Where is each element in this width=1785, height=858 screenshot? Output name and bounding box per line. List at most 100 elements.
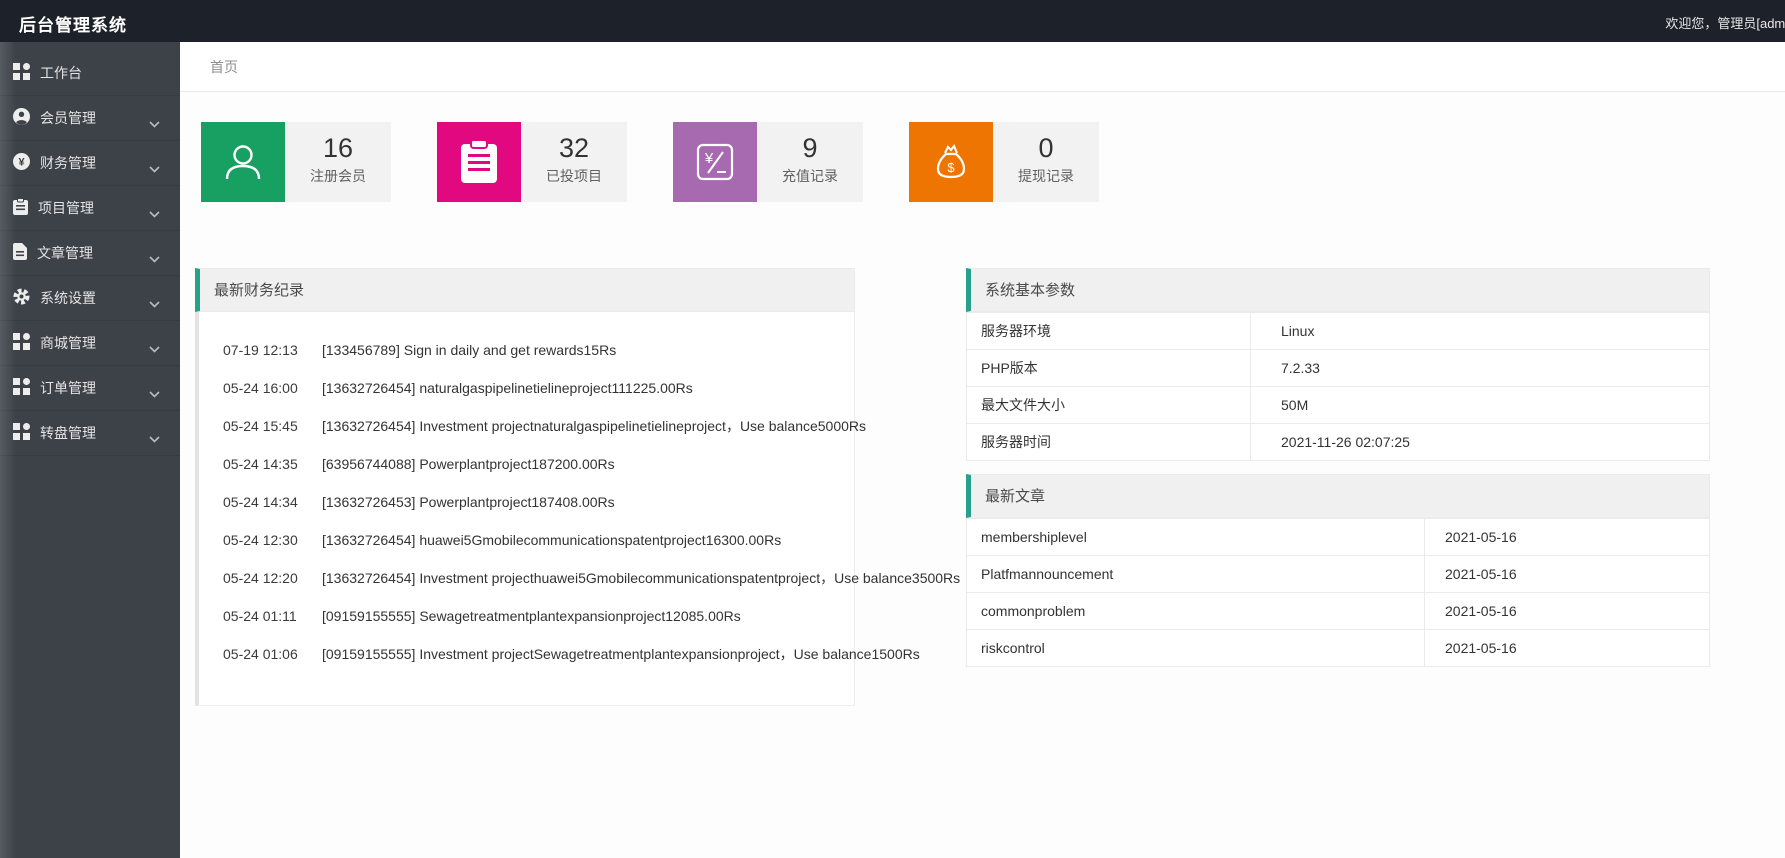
stat-value: 0 [1038, 133, 1054, 163]
sidebar-item-label: 商城管理 [40, 335, 96, 351]
article-title[interactable]: commonproblem [966, 592, 1425, 630]
finance-record: 05-24 01:11 [09159155555] Sewagetreatmen… [199, 597, 854, 635]
table-row: 服务器时间 2021-11-26 02:07:25 [966, 423, 1710, 461]
record-time: 05-24 15:45 [223, 418, 298, 434]
stat-value: 16 [322, 133, 354, 163]
chevron-down-icon [149, 295, 160, 311]
sidebar-item-label: 工作台 [40, 65, 82, 81]
main-content: 首页 16 注册会员 32 已投项目 ¥ [180, 42, 1785, 858]
chevron-down-icon [149, 340, 160, 356]
svg-text:¥: ¥ [704, 150, 714, 167]
sidebar-item-label: 转盘管理 [40, 425, 96, 441]
sidebar-item-workbench[interactable]: 工作台 [0, 51, 180, 96]
article-title[interactable]: membershiplevel [966, 518, 1425, 556]
member-icon [13, 108, 30, 128]
record-time: 05-24 01:06 [223, 646, 298, 662]
panel-title: 最新财务纪录 [195, 268, 855, 312]
finance-record: 05-24 12:30 [13632726454] huawei5Gmobile… [199, 521, 854, 559]
param-value: 7.2.33 [1250, 349, 1710, 387]
finance-records-panel: 最新财务纪录 07-19 12:13 [133456789] Sign in d… [195, 268, 960, 706]
stat-card-invested[interactable]: 32 已投项目 [437, 122, 627, 202]
panel-title: 系统基本参数 [966, 268, 1710, 312]
stat-cards-row: 16 注册会员 32 已投项目 ¥ 9 充值记录 $ [201, 122, 1145, 202]
breadcrumb: 首页 [180, 42, 1785, 92]
finance-icon: ¥ [13, 153, 30, 173]
record-time: 05-24 12:20 [223, 570, 298, 586]
article-date: 2021-05-16 [1424, 555, 1710, 593]
app-title: 后台管理系统 [19, 16, 127, 35]
chevron-down-icon [149, 385, 160, 401]
table-row: riskcontrol 2021-05-16 [966, 629, 1710, 667]
chevron-down-icon [149, 160, 160, 176]
sidebar-item-label: 财务管理 [40, 155, 96, 171]
sidebar-item-label: 会员管理 [40, 110, 96, 126]
clipboard-icon [13, 198, 28, 218]
sidebar-item-mall[interactable]: 商城管理 [0, 321, 180, 366]
param-label: 服务器时间 [966, 423, 1251, 461]
stat-value: 9 [802, 133, 818, 163]
user-icon [201, 122, 285, 202]
chevron-down-icon [149, 115, 160, 131]
param-value: 2021-11-26 02:07:25 [1250, 423, 1710, 461]
grid-icon [13, 333, 30, 353]
sidebar-item-label: 系统设置 [40, 290, 96, 306]
tab-home[interactable]: 首页 [210, 59, 238, 75]
svg-text:$: $ [947, 160, 955, 175]
sidebar-item-settings[interactable]: 系统设置 [0, 276, 180, 321]
param-label: 最大文件大小 [966, 386, 1251, 424]
record-time: 07-19 12:13 [223, 342, 298, 358]
table-row: commonproblem 2021-05-16 [966, 592, 1710, 630]
stat-card-members[interactable]: 16 注册会员 [201, 122, 391, 202]
record-text: [133456789] Sign in daily and get reward… [322, 342, 617, 358]
article-title[interactable]: riskcontrol [966, 629, 1425, 667]
finance-record: 07-19 12:13 [133456789] Sign in daily an… [199, 331, 854, 369]
article-title[interactable]: Platfmannouncement [966, 555, 1425, 593]
welcome-text: 欢迎您，管理员[admin] [1665, 16, 1785, 31]
top-header-bar: 后台管理系统 欢迎您，管理员[admin] [0, 0, 1785, 42]
gear-icon [13, 288, 30, 308]
table-row: membershiplevel 2021-05-16 [966, 518, 1710, 556]
stat-label: 注册会员 [310, 168, 366, 184]
finance-record: 05-24 15:45 [13632726454] Investment pro… [199, 407, 866, 445]
sidebar-item-label: 文章管理 [37, 245, 93, 261]
param-value: Linux [1250, 312, 1710, 350]
param-label: PHP版本 [966, 349, 1251, 387]
article-date: 2021-05-16 [1424, 592, 1710, 630]
system-params-table: 服务器环境 Linux PHP版本 7.2.33 最大文件大小 50M 服务器时… [966, 312, 1710, 461]
stat-label: 已投项目 [546, 168, 602, 184]
sidebar: 工作台 会员管理 ¥ 财务管理 项目管理 文章管理 系统设置 商城管理 订单管理 [0, 42, 180, 858]
stat-card-withdraw[interactable]: $ 0 提现记录 [909, 122, 1099, 202]
finance-record: 05-24 14:35 [63956744088] Powerplantproj… [199, 445, 854, 483]
param-label: 服务器环境 [966, 312, 1251, 350]
record-time: 05-24 14:34 [223, 494, 298, 510]
table-row: Platfmannouncement 2021-05-16 [966, 555, 1710, 593]
stat-label: 提现记录 [1018, 168, 1074, 184]
record-text: [63956744088] Powerplantproject187200.00… [322, 456, 615, 472]
stat-label: 充值记录 [782, 168, 838, 184]
record-time: 05-24 16:00 [223, 380, 298, 396]
chevron-down-icon [149, 430, 160, 446]
param-value: 50M [1250, 386, 1710, 424]
record-time: 05-24 12:30 [223, 532, 298, 548]
table-row: 最大文件大小 50M [966, 386, 1710, 424]
record-text: [13632726454] naturalgaspipelinetielinep… [322, 380, 693, 396]
finance-record: 05-24 12:20 [13632726454] Investment pro… [199, 559, 960, 597]
sidebar-item-orders[interactable]: 订单管理 [0, 366, 180, 411]
sidebar-item-articles[interactable]: 文章管理 [0, 231, 180, 276]
grid-icon [13, 423, 30, 443]
svg-text:¥: ¥ [18, 157, 25, 169]
stat-card-recharge[interactable]: ¥ 9 充值记录 [673, 122, 863, 202]
sidebar-item-projects[interactable]: 项目管理 [0, 186, 180, 231]
record-text: [13632726454] Investment projectnaturalg… [322, 418, 867, 434]
sidebar-item-finance[interactable]: ¥ 财务管理 [0, 141, 180, 186]
stat-value: 32 [558, 133, 590, 163]
sidebar-item-label: 订单管理 [40, 380, 96, 396]
chevron-down-icon [149, 250, 160, 266]
grid-icon [13, 378, 30, 398]
sidebar-item-members[interactable]: 会员管理 [0, 96, 180, 141]
sidebar-item-wheel[interactable]: 转盘管理 [0, 411, 180, 456]
article-icon [13, 243, 27, 263]
right-column: 系统基本参数 服务器环境 Linux PHP版本 7.2.33 最大文件大小 5… [966, 268, 1710, 667]
finance-record: 05-24 01:06 [09159155555] Investment pro… [199, 635, 920, 673]
clipboard-icon [437, 122, 521, 202]
